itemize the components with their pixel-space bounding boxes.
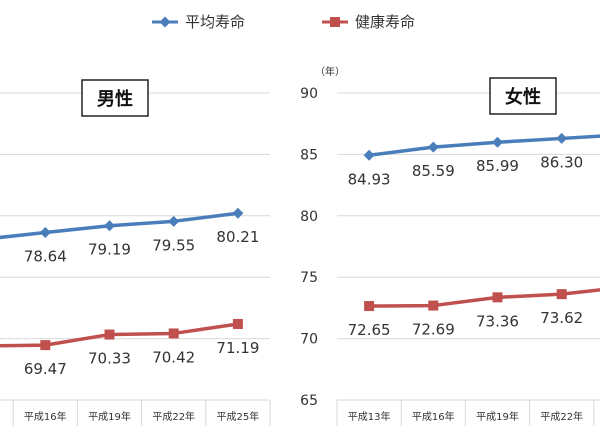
data-point [104,220,115,232]
y-tick-label: 65 [300,393,318,409]
y-tick-label: 85 [300,147,318,163]
gridlines [0,92,271,426]
data-point [232,207,244,219]
y-tick-label: 70 [300,332,318,348]
legend-marker-2 [330,17,340,27]
series-average-life: 78.64 79.19 79.55 80.21 [0,207,259,266]
title-frame [489,77,557,115]
legend-item-2: 健康寿命 [322,13,415,31]
y-tick-label: 75 [300,270,318,286]
x-tick-label: 平成16年 [24,410,67,423]
series-line [0,322,239,348]
legend-label-1: 平均寿命 [185,13,245,31]
y-axis-unit: （年） [315,65,345,78]
legend-item-1: 平均寿命 [152,13,245,31]
data-point [40,340,51,351]
data-label: 79.19 [88,241,131,259]
data-label: 85.99 [476,157,519,175]
data-label: 73.36 [476,312,519,330]
data-point [492,292,503,303]
x-tick-label: 平成13年 [348,410,391,423]
data-label: 86.30 [540,153,583,171]
chart-title-box: 女性 [489,77,557,115]
data-point [556,289,567,300]
data-label: 84.93 [348,170,391,188]
chart-title-box: 男性 [81,79,149,117]
chart-legend: 平均寿命 健康寿命 [152,13,415,31]
series-average-life: 84.93 85.59 85.99 86.30 [348,132,600,188]
title-frame [81,79,149,117]
series-healthy-life: 72.65 72.69 73.36 73.62 [348,288,600,339]
data-point [363,149,375,161]
data-point [428,300,439,311]
data-label: 85.59 [412,162,455,180]
data-point [364,301,375,312]
legend-marker-1 [159,16,171,28]
data-label: 70.33 [88,350,131,368]
data-label: 69.47 [24,360,67,378]
chart-title: 男性 [97,88,133,110]
data-label: 72.65 [348,321,391,339]
data-label: 78.64 [24,248,67,266]
x-tick-label: 平成22年 [540,410,583,423]
data-point [427,141,439,153]
data-point [168,215,180,227]
male-chart: 年平成16年平成19年平成22年平成25年78.6479.1979.5580.2… [0,79,271,426]
data-label: 72.69 [412,321,455,339]
x-tick-label: 平成19年 [476,410,519,423]
data-label: 70.42 [152,348,195,366]
legend-label-2: 健康寿命 [355,13,415,31]
x-tick-label: 平成19年 [88,410,131,423]
data-point [39,227,51,239]
data-point [492,136,503,148]
data-label: 71.19 [216,339,259,357]
data-label: 73.62 [540,309,583,327]
chart-title: 女性 [505,86,541,108]
female-chart: 657075808590（年）平成13年平成16年平成19年平成22年平84.9… [300,65,600,426]
data-label: 80.21 [216,228,259,246]
data-point [168,328,179,339]
data-label: 79.55 [152,236,195,254]
x-tick-label: 平成25年 [217,410,260,423]
x-tick-label: 平成16年 [412,410,455,423]
y-tick-label: 90 [300,86,318,102]
series-healthy-life: 69.47 70.33 70.42 71.19 [0,318,259,378]
data-point [104,329,115,340]
data-point [232,318,243,329]
y-tick-label: 80 [300,209,318,225]
x-tick-label: 平成22年 [152,410,195,423]
data-point [556,132,568,144]
series-line [0,211,239,240]
